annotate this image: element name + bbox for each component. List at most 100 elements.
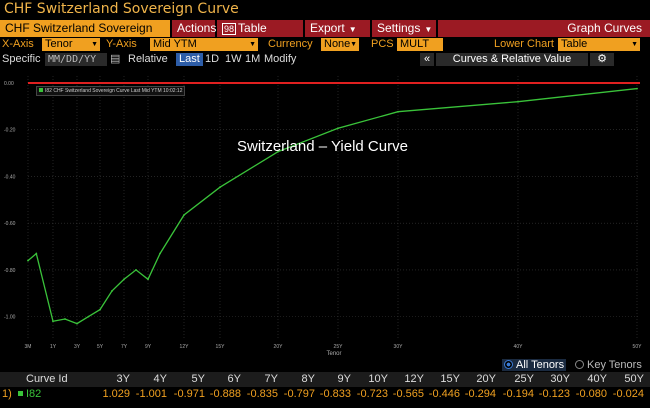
- column-header[interactable]: 40Y: [587, 373, 607, 385]
- data-point: [636, 87, 638, 90]
- column-header[interactable]: 20Y: [476, 373, 496, 385]
- lower-chart-select[interactable]: Table ▼: [558, 38, 640, 51]
- data-point: [277, 150, 279, 153]
- calendar-icon[interactable]: ▤: [110, 53, 121, 65]
- title-bar: CHF Switzerland Sovereign Curve: [0, 0, 650, 20]
- table-cell: -0.835: [246, 388, 278, 400]
- curves-relative-value-button[interactable]: Curves & Relative Value: [436, 53, 588, 66]
- column-header[interactable]: 10Y: [368, 373, 388, 385]
- chart-legend: I82 CHF Switzerland Sovereign Curve Last…: [36, 86, 186, 96]
- y-tick-label: 0.00: [4, 81, 14, 87]
- modify-button[interactable]: Modify: [264, 53, 297, 65]
- data-point: [111, 290, 113, 292]
- 1d-button[interactable]: 1D: [205, 53, 220, 65]
- radio-icon: [504, 360, 513, 369]
- x-tick-label: 7Y: [121, 344, 128, 350]
- column-header[interactable]: 30Y: [550, 373, 570, 385]
- data-point: [517, 100, 519, 103]
- x-axis-value: Tenor: [45, 38, 73, 50]
- lower-chart-value: Table: [561, 38, 588, 50]
- radio-icon: [575, 360, 584, 369]
- legend-text: I82 CHF Switzerland Sovereign Curve Last…: [45, 88, 183, 94]
- table-cell: -0.797: [283, 388, 315, 400]
- settings-menu[interactable]: Settings ▼: [372, 20, 436, 37]
- x-tick-label: 20Y: [274, 344, 284, 350]
- x-tick-label: 25Y: [334, 344, 344, 350]
- all-tenors-radio[interactable]: All Tenors: [502, 359, 567, 371]
- date-input[interactable]: MM/DD/YY: [45, 53, 107, 66]
- actions-label: Actions: [177, 21, 217, 35]
- x-axis-select[interactable]: Tenor ▼: [42, 38, 100, 51]
- data-point: [337, 127, 339, 130]
- x-axis-title: Tenor: [326, 351, 341, 357]
- curve-name-field[interactable]: CHF Switzerland Sovereign: [0, 20, 170, 37]
- column-header[interactable]: 4Y: [153, 373, 167, 385]
- table-cell: -0.971: [173, 388, 205, 400]
- column-header[interactable]: 5Y: [191, 373, 205, 385]
- x-tick-label: 3M: [25, 344, 32, 350]
- data-point: [52, 320, 54, 323]
- table-cell: -0.723: [356, 388, 388, 400]
- data-point: [64, 318, 66, 320]
- column-header[interactable]: 7Y: [264, 373, 278, 385]
- actions-menu[interactable]: Actions: [172, 20, 217, 37]
- x-tick-label: 3Y: [74, 344, 81, 350]
- chevron-down-icon: ▼: [631, 41, 638, 48]
- column-header[interactable]: 15Y: [440, 373, 460, 385]
- axis-controls-row: X-Axis Tenor ▼ Y-Axis Mid YTM ▼ Currency N…: [0, 37, 650, 52]
- column-header[interactable]: Curve Id: [26, 373, 68, 385]
- y-tick-label: -0.40: [4, 174, 16, 180]
- column-header[interactable]: 8Y: [301, 373, 315, 385]
- currency-label: Currency: [268, 38, 313, 50]
- chart-canvas: 0.00 -0.20 -0.40 -0.60 -0.80 -1.00 3M 1Y 3Y 5Y 7Y 9…: [4, 76, 643, 357]
- key-tenors-radio[interactable]: Key Tenors: [575, 359, 642, 371]
- table-cell: -0.294: [464, 388, 496, 400]
- relative-label: Relative: [128, 53, 168, 65]
- window-title: CHF Switzerland Sovereign Curve: [4, 1, 239, 17]
- table-cell: -0.833: [319, 388, 351, 400]
- graph-curves-button[interactable]: Graph Curves: [438, 20, 650, 37]
- currency-select[interactable]: None ▼: [321, 38, 359, 51]
- x-tick-label: 15Y: [216, 344, 226, 350]
- yield-curve-line: [27, 87, 638, 325]
- 1w-button[interactable]: 1W: [225, 53, 242, 65]
- chevron-down-icon: ▼: [350, 41, 357, 48]
- last-button[interactable]: Last: [176, 53, 203, 66]
- date-toolbar: Specific MM/DD/YY ▤ Relative Last 1D 1W …: [0, 52, 650, 67]
- settings-label: Settings: [377, 21, 421, 35]
- export-menu[interactable]: Export ▼: [305, 20, 370, 37]
- table-row[interactable]: 1) I82 1.029 -1.001 -0.971 -0.888 -0.835 -0.797…: [0, 387, 650, 402]
- table-cell: -0.123: [538, 388, 570, 400]
- all-tenors-label: All Tenors: [516, 359, 565, 371]
- data-point: [397, 110, 399, 113]
- chart-overlay-title: Switzerland – Yield Curve: [237, 138, 408, 155]
- curve-id-text: I82: [26, 388, 42, 400]
- column-header[interactable]: 12Y: [404, 373, 424, 385]
- table-button[interactable]: 98 Table: [217, 20, 303, 37]
- specific-label: Specific: [2, 53, 41, 65]
- data-point: [87, 315, 90, 318]
- data-point: [27, 259, 29, 262]
- pcs-field[interactable]: MULT: [397, 38, 443, 51]
- x-tick-label: 50Y: [633, 344, 643, 350]
- column-header[interactable]: 6Y: [227, 373, 241, 385]
- curve-id-cell[interactable]: I82: [18, 388, 41, 400]
- chevron-down-icon: ▼: [424, 25, 433, 34]
- column-header[interactable]: 50Y: [624, 373, 644, 385]
- table-shortcut-number: 98: [222, 23, 237, 35]
- lower-chart-label: Lower Chart: [494, 38, 554, 50]
- table-cell: 1.029: [102, 388, 130, 400]
- y-axis-select[interactable]: Mid YTM ▼: [150, 38, 258, 51]
- x-tick-label: 1Y: [50, 344, 57, 350]
- data-point: [135, 269, 137, 271]
- gear-icon[interactable]: ⚙: [590, 53, 614, 66]
- y-axis-value: Mid YTM: [153, 38, 197, 50]
- column-header[interactable]: 3Y: [116, 373, 130, 385]
- collapse-button[interactable]: «: [420, 53, 434, 66]
- column-header[interactable]: 25Y: [514, 373, 534, 385]
- chevron-down-icon: ▼: [249, 41, 256, 48]
- table-label: Table: [238, 21, 267, 35]
- data-point: [35, 252, 38, 255]
- column-header[interactable]: 9Y: [337, 373, 351, 385]
- 1m-button[interactable]: 1M: [245, 53, 261, 65]
